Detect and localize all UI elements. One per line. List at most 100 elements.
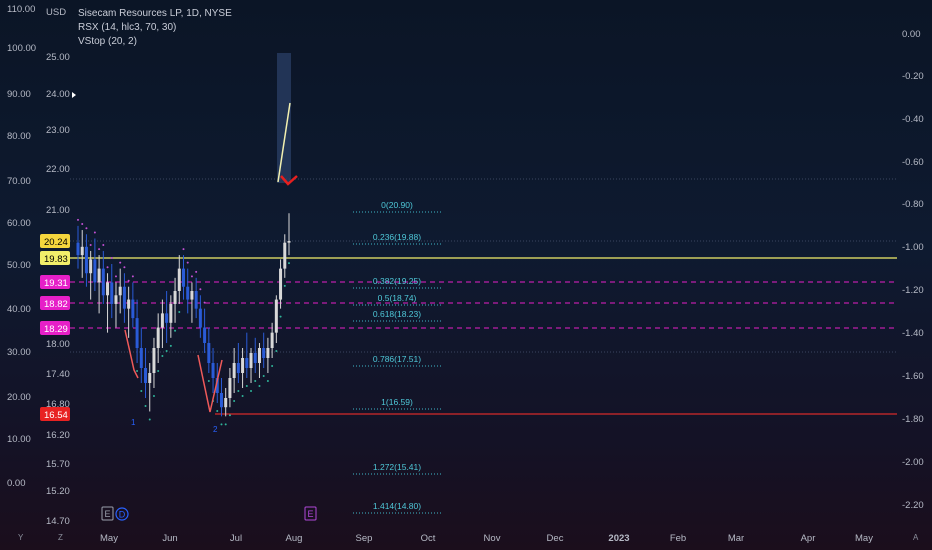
price-axis-tick: 16.80 — [46, 399, 70, 410]
legend-vstop[interactable]: VStop (20, 2) — [78, 36, 137, 47]
price-axis-tick: 15.20 — [46, 486, 70, 497]
outer-axis-tick: 60.00 — [7, 218, 31, 229]
pattern-line — [124, 329, 139, 379]
vstop-dot — [123, 266, 126, 269]
vstop-dot — [131, 275, 134, 278]
vstop-dot — [186, 261, 189, 264]
candle-body — [283, 242, 287, 269]
vstop-dot — [288, 262, 290, 265]
price-tag-bg — [40, 251, 70, 265]
x-axis-tick: Dec — [547, 533, 564, 544]
earnings-marker-icon — [101, 506, 114, 521]
vstop-dot — [93, 231, 96, 234]
candle-body — [144, 368, 148, 383]
candle-body — [207, 343, 211, 363]
right-axis-tick: -0.20 — [902, 71, 924, 82]
right-axis-tick: -0.60 — [902, 157, 924, 168]
vstop-dot — [89, 243, 92, 246]
vstop-dot — [271, 365, 274, 367]
dividend-marker-label: D — [119, 510, 126, 520]
right-axis-tick: -1.00 — [902, 242, 924, 253]
vstop-dot — [262, 375, 265, 377]
vstop-dot — [174, 329, 177, 332]
axes: 110.00100.0090.0080.0070.0060.0050.0040.… — [7, 4, 924, 544]
sell-chevron-icon — [280, 175, 298, 186]
annotations: 12 — [72, 53, 298, 434]
price-labels: 20.24 19.83 19.31 18.82 18.29 16.54 — [40, 234, 70, 421]
vstop-dot — [110, 257, 113, 259]
vstop-dot — [106, 266, 109, 269]
price-tag-bg — [40, 407, 70, 421]
legend-title[interactable]: Sisecam Resources LP, 1D, NYSE — [78, 8, 232, 19]
candle-body — [228, 378, 232, 398]
outer-axis-tick: 10.00 — [7, 434, 31, 445]
vstop-dot — [258, 385, 261, 387]
vstop-dot — [77, 218, 79, 221]
x-axis-tick: Nov — [484, 533, 501, 544]
vstop-dot — [250, 390, 253, 392]
vstop-dot — [254, 380, 257, 382]
outer-axis-tick: 70.00 — [7, 176, 31, 187]
pattern-line — [197, 354, 223, 413]
candle-body — [219, 393, 223, 408]
price-axis-tick: 18.00 — [46, 339, 70, 350]
x-axis-tick: 2023 — [608, 533, 629, 544]
vstop-dot — [228, 414, 231, 417]
vstop-dot — [169, 344, 172, 347]
candle-body — [110, 282, 114, 304]
vstop-dot — [98, 248, 101, 251]
outer-axis-tick: 110.00 — [7, 4, 35, 15]
vstop-dot — [119, 261, 122, 264]
outer-axis-tick: 40.00 — [7, 304, 31, 315]
corner-left-label[interactable]: Y — [18, 533, 24, 542]
candle-body — [253, 353, 257, 363]
right-axis-tick: -2.20 — [902, 500, 924, 511]
price-axis-tick: 24.00 — [46, 89, 70, 100]
corner-right-label[interactable]: A — [913, 533, 919, 542]
candle-body — [203, 327, 207, 343]
vstop-dots — [77, 218, 290, 426]
fib-label: 0.618(18.23) — [373, 309, 421, 319]
price-axis-tick: 21.00 — [46, 205, 70, 216]
vstop-dot — [127, 279, 130, 282]
vstop-dot — [165, 350, 168, 352]
right-axis-tick: -1.60 — [902, 371, 924, 382]
corner-mid-label[interactable]: Z — [58, 533, 63, 542]
price-axis-tick: 22.00 — [46, 164, 70, 175]
candle-body — [156, 327, 160, 348]
vstop-dot — [157, 370, 160, 372]
candle-body — [135, 318, 139, 348]
x-axis-tick: Feb — [670, 533, 686, 544]
candle-body — [257, 348, 261, 363]
wave-label: 2 — [213, 425, 218, 434]
right-axis-tick: -1.20 — [902, 285, 924, 296]
price-tag-bg — [40, 275, 70, 289]
price-tag-bg — [40, 321, 70, 335]
legend-rsx[interactable]: RSX (14, hlc3, 70, 30) — [78, 22, 177, 33]
candles — [76, 213, 291, 417]
candle-body — [232, 363, 236, 378]
vstop-dot — [114, 275, 117, 278]
outer-axis-tick: 20.00 — [7, 392, 31, 403]
fib-label: 0.382(19.25) — [373, 276, 421, 286]
fib-label: 1.272(15.41) — [373, 462, 421, 472]
vstop-dot — [182, 248, 185, 251]
fib-retracement: 0(20.90) 0.236(19.88) 0.382(19.25) 0.5(18.7… — [353, 200, 441, 514]
price-axis-tick: 16.20 — [46, 430, 70, 441]
candle-body — [131, 299, 135, 319]
vstop-dot — [148, 418, 151, 421]
price-axis-tick: 17.40 — [46, 369, 70, 380]
candle-body — [165, 313, 169, 323]
price-tag-text: 19.31 — [44, 278, 68, 289]
fib-label: 0(20.90) — [381, 200, 413, 210]
candle-body — [122, 286, 126, 309]
candle-body — [182, 268, 185, 287]
candle-body — [236, 363, 240, 373]
price-axis-tick: 15.70 — [46, 459, 70, 470]
x-axis-tick: Jun — [162, 533, 177, 544]
candle-body — [89, 259, 93, 274]
vstop-dot — [140, 390, 143, 392]
candle-body — [148, 373, 152, 383]
